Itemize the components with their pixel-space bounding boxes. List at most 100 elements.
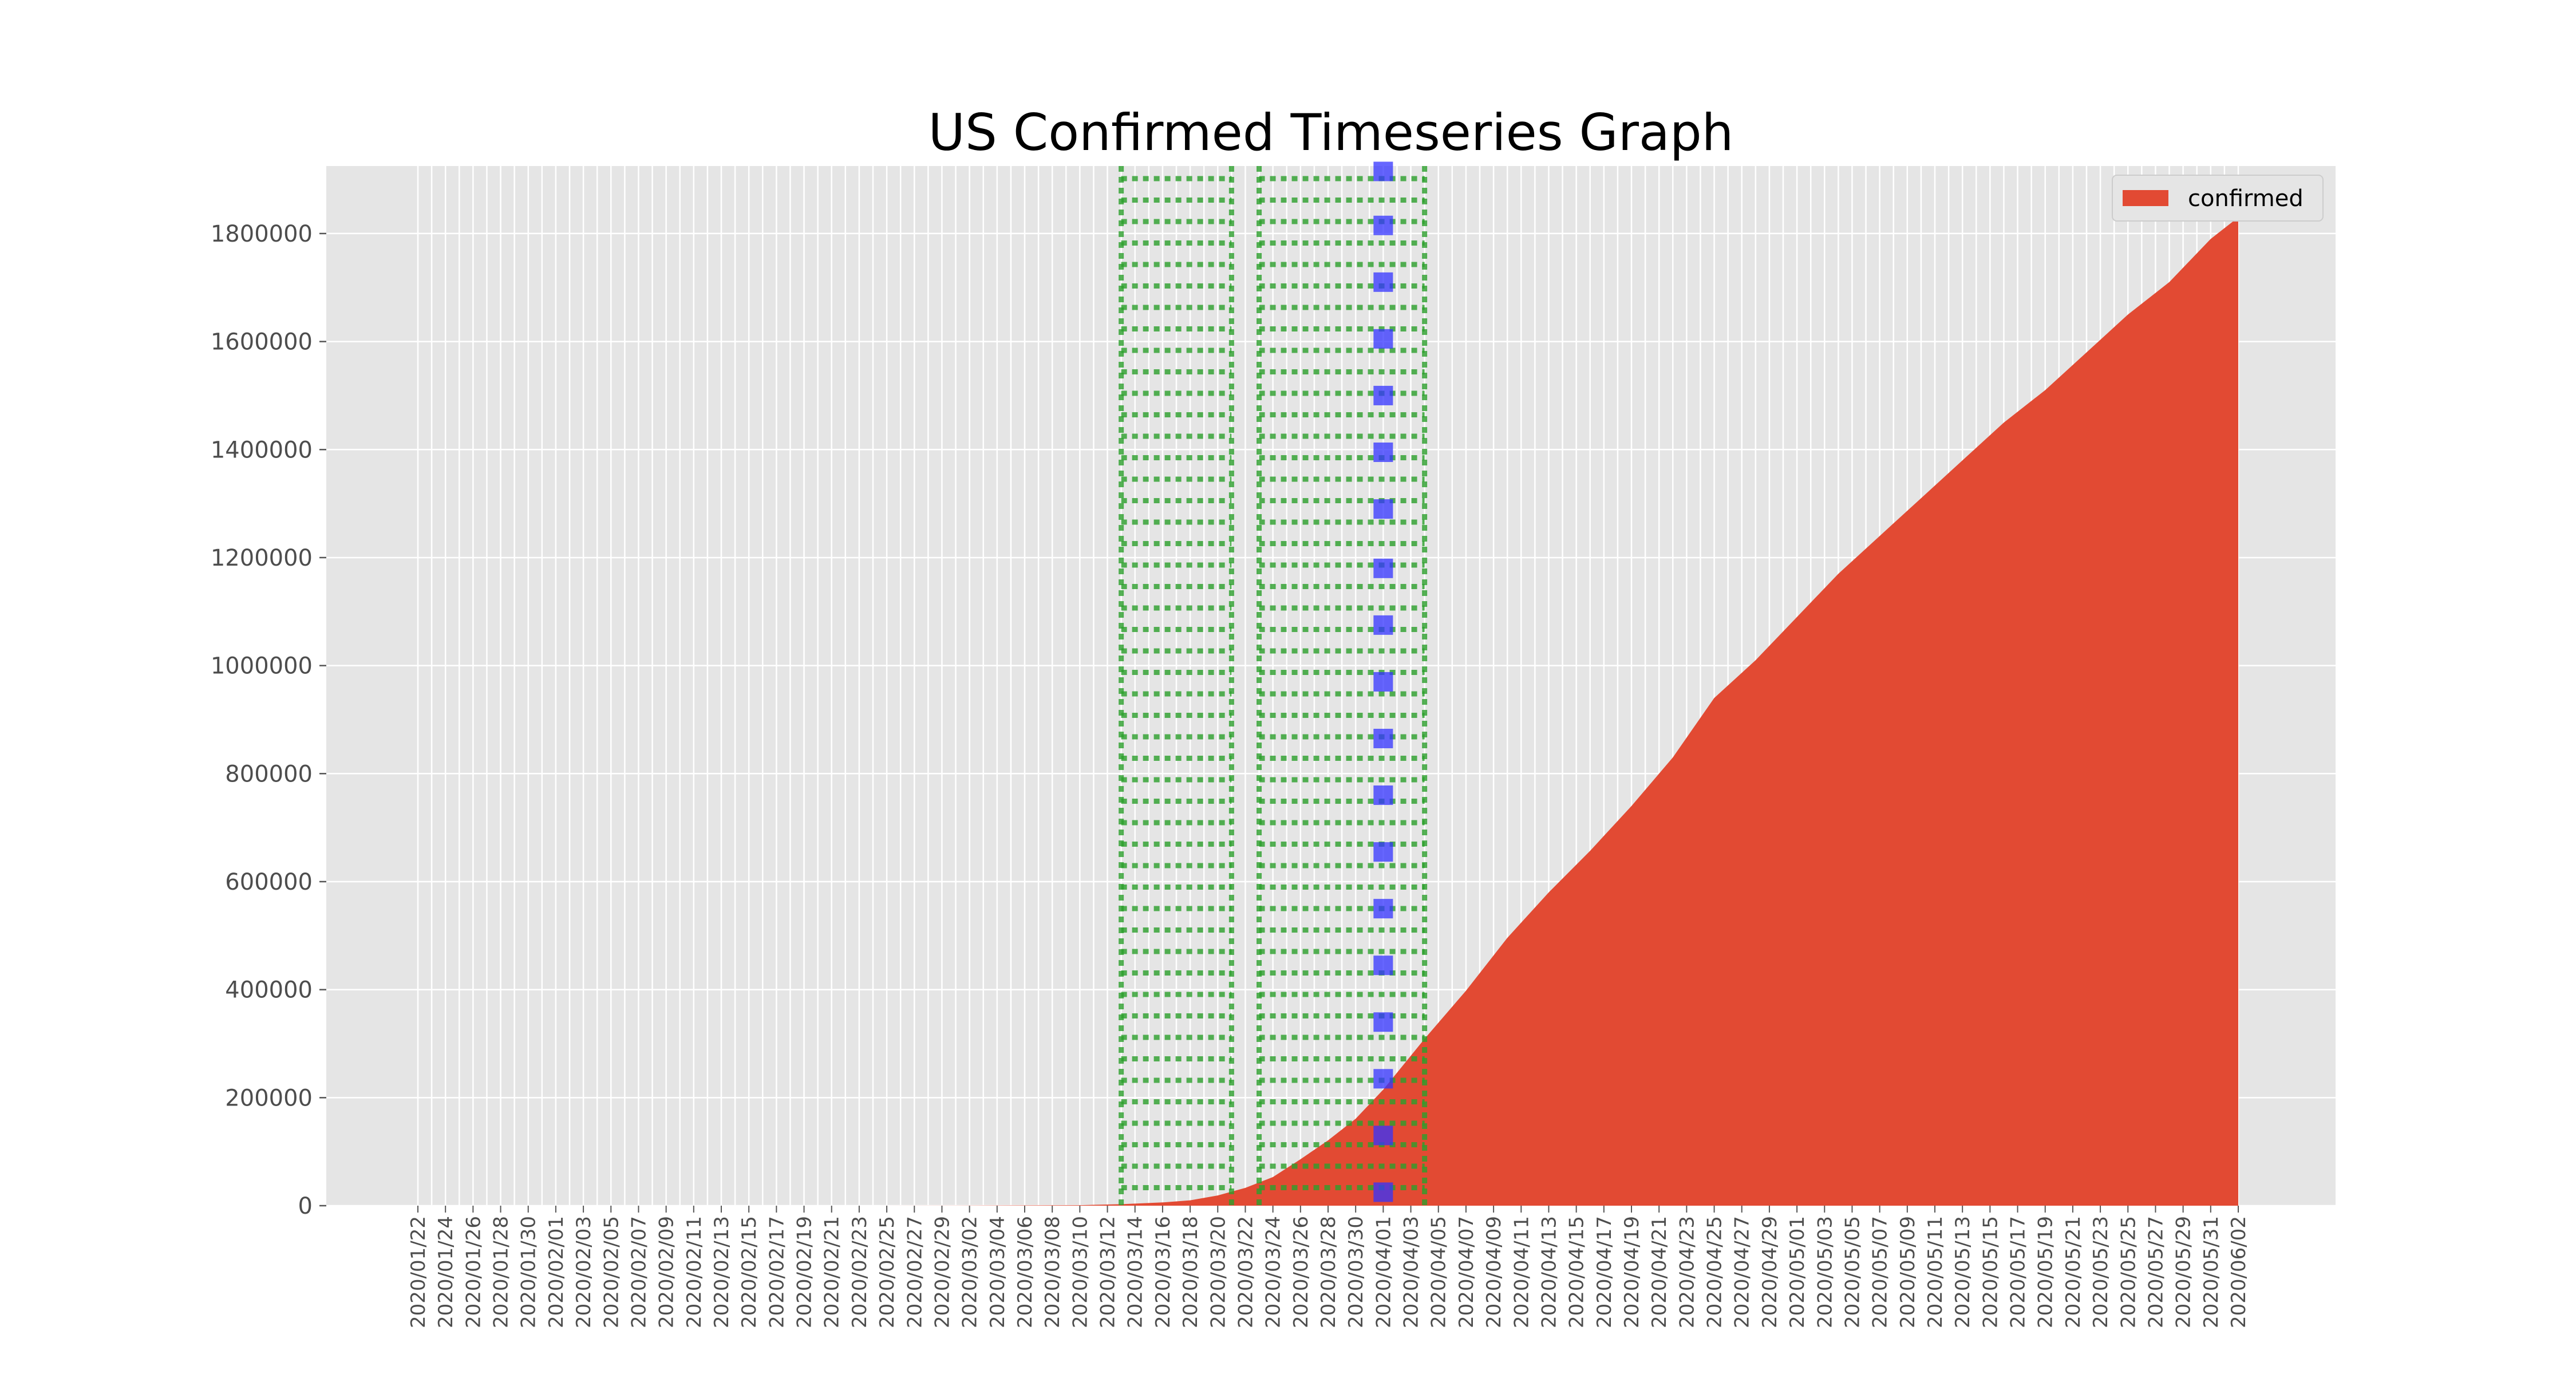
x-tick-label: 2020/01/26 <box>462 1216 485 1328</box>
x-axis-ticks: 2020/01/22 2020/01/24 2020/01/26 2020/01/28… <box>407 1206 2250 1328</box>
x-tick-label: 2020/03/04 <box>986 1216 1009 1328</box>
y-tick-label: 1200000 <box>211 545 313 571</box>
x-tick-label: 2020/02/23 <box>848 1216 871 1328</box>
x-tick-label: 2020/02/11 <box>683 1216 706 1328</box>
marker-point <box>1373 785 1393 806</box>
x-tick-label: 2020/05/29 <box>2172 1216 2195 1328</box>
x-tick-label: 2020/05/27 <box>2145 1216 2168 1328</box>
x-tick-label: 2020/02/29 <box>931 1216 954 1328</box>
x-tick-label: 2020/01/28 <box>490 1216 513 1328</box>
x-tick-label: 2020/03/06 <box>1014 1216 1037 1328</box>
x-tick-label: 2020/02/03 <box>572 1216 595 1328</box>
x-tick-label: 2020/03/08 <box>1041 1216 1064 1328</box>
x-tick-label: 2020/05/09 <box>1897 1216 1919 1328</box>
marker-point <box>1373 672 1393 692</box>
marker-point <box>1373 215 1393 235</box>
x-tick-label: 2020/02/01 <box>545 1216 568 1328</box>
x-tick-label: 2020/06/02 <box>2227 1216 2250 1328</box>
y-axis-ticks: 0 200000 400000 600000 800000 1000000 1200000 1… <box>211 221 326 1219</box>
x-tick-label: 2020/04/27 <box>1731 1216 1754 1328</box>
x-tick-label: 2020/03/28 <box>1317 1216 1340 1328</box>
x-tick-label: 2020/02/25 <box>876 1216 899 1328</box>
x-tick-label: 2020/05/17 <box>2007 1216 2030 1328</box>
x-tick-label: 2020/05/21 <box>2062 1216 2085 1328</box>
x-tick-label: 2020/03/18 <box>1179 1216 1202 1328</box>
x-tick-label: 2020/05/03 <box>1814 1216 1836 1328</box>
x-tick-label: 2020/05/01 <box>1786 1216 1809 1328</box>
y-tick-label: 1400000 <box>211 437 313 463</box>
legend: confirmed <box>2112 175 2324 222</box>
x-tick-label: 2020/03/20 <box>1207 1216 1230 1328</box>
marker-point <box>1373 442 1393 462</box>
x-tick-label: 2020/04/23 <box>1676 1216 1698 1328</box>
x-tick-label: 2020/01/22 <box>407 1216 430 1328</box>
x-tick-label: 2020/03/02 <box>959 1216 982 1328</box>
marker-point <box>1373 329 1393 349</box>
marker-line <box>1373 161 1393 1202</box>
x-tick-label: 2020/02/17 <box>765 1216 788 1328</box>
chart-title: US Confirmed Timeseries Graph <box>929 103 1734 162</box>
x-tick-label: 2020/04/07 <box>1455 1216 1478 1328</box>
x-tick-label: 2020/04/01 <box>1372 1216 1395 1328</box>
x-tick-label: 2020/01/30 <box>517 1216 540 1328</box>
marker-point <box>1373 272 1393 292</box>
marker-point <box>1373 899 1393 919</box>
marker-point <box>1373 842 1393 862</box>
x-tick-label: 2020/03/14 <box>1124 1216 1147 1328</box>
marker-point <box>1373 1126 1393 1146</box>
marker-point <box>1373 161 1393 181</box>
x-tick-label: 2020/03/10 <box>1069 1216 1092 1328</box>
x-tick-label: 2020/04/19 <box>1621 1216 1643 1328</box>
x-tick-label: 2020/04/11 <box>1510 1216 1533 1328</box>
x-tick-label: 2020/05/05 <box>1842 1216 1864 1328</box>
marker-point <box>1373 1182 1393 1202</box>
y-tick-label: 600000 <box>225 869 313 895</box>
y-tick-label: 1800000 <box>211 221 313 247</box>
x-tick-label: 2020/04/25 <box>1704 1216 1726 1328</box>
x-tick-label: 2020/05/25 <box>2117 1216 2140 1328</box>
x-tick-label: 2020/04/17 <box>1593 1216 1616 1328</box>
x-tick-label: 2020/05/15 <box>1979 1216 2002 1328</box>
y-tick-label: 1000000 <box>211 653 313 680</box>
x-tick-label: 2020/02/05 <box>600 1216 623 1328</box>
x-tick-label: 2020/05/23 <box>2089 1216 2112 1328</box>
x-tick-label: 2020/05/19 <box>2034 1216 2057 1328</box>
x-tick-label: 2020/03/26 <box>1290 1216 1313 1328</box>
x-tick-label: 2020/03/16 <box>1152 1216 1175 1328</box>
marker-point <box>1373 728 1393 748</box>
y-tick-label: 200000 <box>225 1085 313 1111</box>
x-tick-label: 2020/05/07 <box>1869 1216 1892 1328</box>
x-tick-label: 2020/02/07 <box>628 1216 651 1328</box>
x-tick-label: 2020/02/13 <box>710 1216 733 1328</box>
marker-point <box>1373 1069 1393 1089</box>
marker-point <box>1373 385 1393 405</box>
x-tick-label: 2020/02/15 <box>738 1216 761 1328</box>
x-tick-label: 2020/04/15 <box>1566 1216 1589 1328</box>
highlight-band <box>1119 166 1234 1206</box>
y-tick-label: 400000 <box>225 977 313 1004</box>
x-tick-label: 2020/04/03 <box>1400 1216 1423 1328</box>
x-tick-label: 2020/02/27 <box>903 1216 926 1328</box>
x-tick-label: 2020/01/24 <box>434 1216 457 1328</box>
x-tick-label: 2020/04/13 <box>1538 1216 1561 1328</box>
marker-point <box>1373 615 1393 635</box>
x-tick-label: 2020/04/21 <box>1648 1216 1671 1328</box>
x-tick-label: 2020/04/09 <box>1483 1216 1506 1328</box>
highlight-bands <box>1119 166 1428 1206</box>
y-tick-label: 800000 <box>225 761 313 787</box>
x-tick-label: 2020/03/12 <box>1097 1216 1120 1328</box>
x-tick-label: 2020/02/09 <box>655 1216 678 1328</box>
x-tick-label: 2020/04/29 <box>1759 1216 1781 1328</box>
legend-swatch <box>2123 190 2168 206</box>
x-tick-label: 2020/02/19 <box>793 1216 816 1328</box>
marker-point <box>1373 956 1393 976</box>
x-tick-label: 2020/04/05 <box>1428 1216 1451 1328</box>
series-area-confirmed <box>418 217 2238 1206</box>
marker-point <box>1373 499 1393 519</box>
legend-box <box>2112 175 2324 222</box>
x-tick-label: 2020/05/13 <box>1951 1216 1974 1328</box>
x-tick-label: 2020/03/24 <box>1262 1216 1285 1328</box>
series-layer <box>418 217 2238 1206</box>
marker-point <box>1373 1012 1393 1032</box>
